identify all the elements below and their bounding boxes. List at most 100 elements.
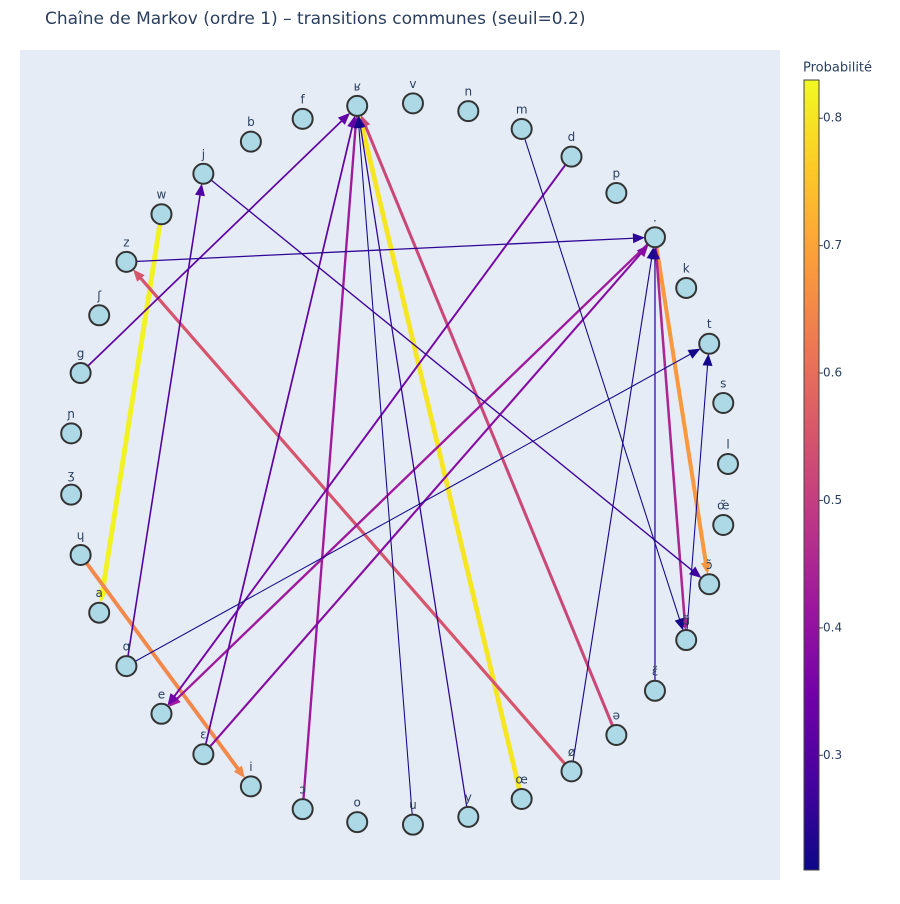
edge <box>202 173 698 575</box>
node-label: k <box>683 261 690 275</box>
node <box>291 798 314 821</box>
node-label: ɔ <box>299 783 306 797</box>
node-label: j <box>201 147 205 161</box>
node-label: v <box>409 77 416 91</box>
node-label: m <box>516 103 528 117</box>
node-label: ʁ <box>354 79 361 93</box>
edge <box>570 252 654 772</box>
node <box>457 805 480 828</box>
edge <box>685 359 709 641</box>
node <box>88 304 111 327</box>
colorbar <box>803 79 820 871</box>
node-label: ɔ̃ <box>706 558 713 572</box>
edge <box>126 237 640 263</box>
node-label: u <box>409 798 417 812</box>
node-label: ø <box>568 745 575 759</box>
node <box>291 107 314 130</box>
node <box>560 760 583 783</box>
edge-arrow <box>233 765 245 779</box>
node <box>712 391 735 414</box>
node-label: ɛ̃ <box>652 664 659 678</box>
edge-arrow <box>337 112 351 125</box>
plot-area <box>20 50 780 880</box>
node-label: y <box>465 790 472 804</box>
node <box>346 811 369 834</box>
node <box>401 813 424 836</box>
node-label: ɛ <box>200 728 207 742</box>
edge <box>135 272 573 773</box>
node <box>643 679 666 702</box>
chart-title: Chaîne de Markov (ordre 1) – transitions… <box>45 9 585 29</box>
node <box>510 787 533 810</box>
node-label: z <box>123 235 129 249</box>
node <box>643 226 666 249</box>
colorbar-tick-label: 0.5 <box>823 493 842 507</box>
node-label: ɑ̃ <box>682 614 690 628</box>
node-label: b <box>247 115 255 129</box>
edge-arrow <box>195 183 205 197</box>
node <box>60 483 83 506</box>
edge <box>99 213 164 598</box>
node-label: t <box>707 317 712 331</box>
node <box>150 702 173 725</box>
edge-arrow <box>674 617 685 631</box>
node <box>698 332 721 355</box>
node-label: ʃ <box>96 289 102 303</box>
colorbar-tick-label: 0.8 <box>823 111 842 125</box>
node <box>69 543 92 566</box>
node <box>239 775 262 798</box>
edge <box>125 189 202 667</box>
node-label: p <box>613 167 621 181</box>
node <box>88 601 111 624</box>
edges <box>79 112 713 825</box>
edge <box>301 121 358 810</box>
node <box>457 100 480 123</box>
edge-arrow <box>347 115 357 129</box>
edge <box>359 121 469 817</box>
node <box>560 145 583 168</box>
node-label: ʒ <box>68 468 75 482</box>
node-label: w <box>157 188 167 202</box>
colorbar-tick-label: 0.4 <box>823 620 842 634</box>
edge-arrow <box>632 233 645 244</box>
node <box>69 362 92 385</box>
node <box>192 162 215 185</box>
node-label: ə <box>613 708 620 722</box>
node-label: o <box>354 796 361 810</box>
edge <box>79 553 243 775</box>
node <box>150 203 173 226</box>
node-label: ɥ <box>77 528 85 542</box>
colorbar-tick-label: 0.6 <box>823 366 842 380</box>
edge-arrow <box>687 348 701 359</box>
node <box>239 130 262 153</box>
node-label: f <box>301 92 306 106</box>
edge-arrow <box>702 353 713 367</box>
node-label: a <box>96 586 103 600</box>
node <box>115 250 138 273</box>
node-label: . <box>653 211 657 225</box>
edge <box>126 351 696 667</box>
node <box>712 514 735 537</box>
node <box>60 422 83 445</box>
node-label: n <box>465 85 473 99</box>
node-label: œ̃ <box>717 499 729 513</box>
node-label: ɲ <box>66 407 75 421</box>
node <box>401 92 424 115</box>
edge-arrow <box>700 561 711 575</box>
edge-arrow <box>636 244 649 258</box>
node <box>115 655 138 678</box>
node <box>675 629 698 652</box>
colorbar-tick-label: 0.7 <box>823 238 842 252</box>
colorbar-title: Probabilité <box>803 61 872 76</box>
node <box>717 453 739 475</box>
edge-arrow <box>646 247 657 260</box>
edge-arrow <box>353 115 364 129</box>
colorbar-tick-label: 0.3 <box>823 748 842 762</box>
node <box>346 94 369 117</box>
edge-arrow <box>167 693 179 706</box>
node <box>192 743 215 766</box>
edge <box>652 236 709 569</box>
node-label: g <box>77 347 85 361</box>
node <box>510 118 533 141</box>
